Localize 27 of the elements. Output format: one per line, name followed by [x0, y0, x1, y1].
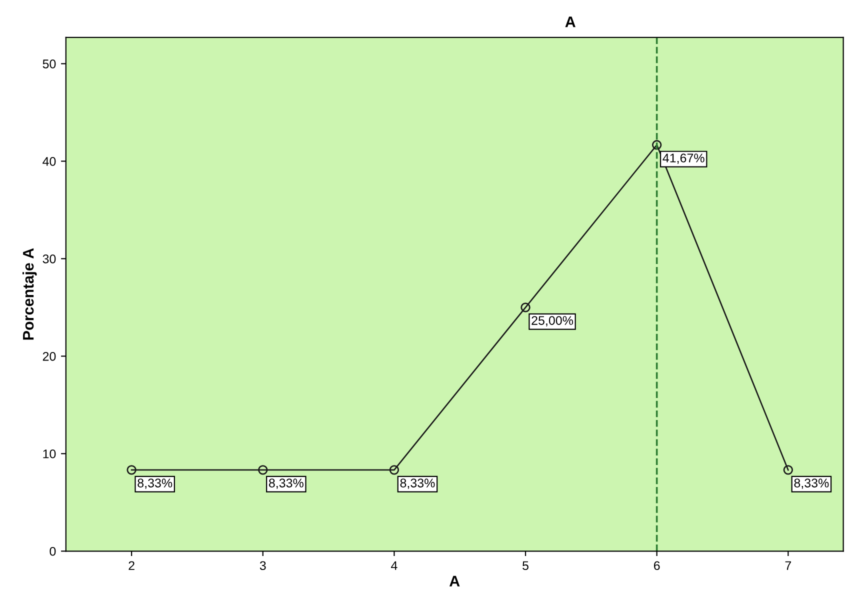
point: [126, 465, 136, 475]
x-tick-label: 3: [260, 561, 266, 570]
point: [389, 465, 400, 475]
data-label: 41,67%: [662, 154, 704, 164]
point: [520, 302, 530, 312]
y-tick-label: 10: [43, 449, 56, 458]
x-tick-label: 5: [522, 561, 528, 570]
data-label: 8,33%: [400, 478, 435, 489]
data-label: 8,33%: [794, 478, 829, 489]
data-label: 25,00%: [532, 316, 574, 326]
point: [783, 465, 794, 475]
y-tick-label: 50: [42, 60, 56, 68]
x-axis-title: A: [449, 576, 460, 586]
y-axis-title: Porcentaje A: [22, 248, 37, 340]
y-tick-label: 30: [42, 254, 56, 264]
y-tick-label: 40: [42, 156, 56, 166]
point: [652, 140, 662, 150]
data-label: 8,33%: [138, 478, 172, 489]
point: [258, 465, 268, 475]
chart-title: A: [565, 16, 576, 28]
x-tick-label: 7: [785, 561, 792, 570]
x-tick-label: 2: [128, 561, 134, 570]
x-tick-label: 6: [654, 561, 660, 570]
data-label: 8,33%: [268, 478, 304, 489]
y-tick-label: 0: [50, 546, 56, 556]
y-tick-label: 20: [42, 352, 56, 361]
x-tick-label: 4: [391, 561, 398, 570]
